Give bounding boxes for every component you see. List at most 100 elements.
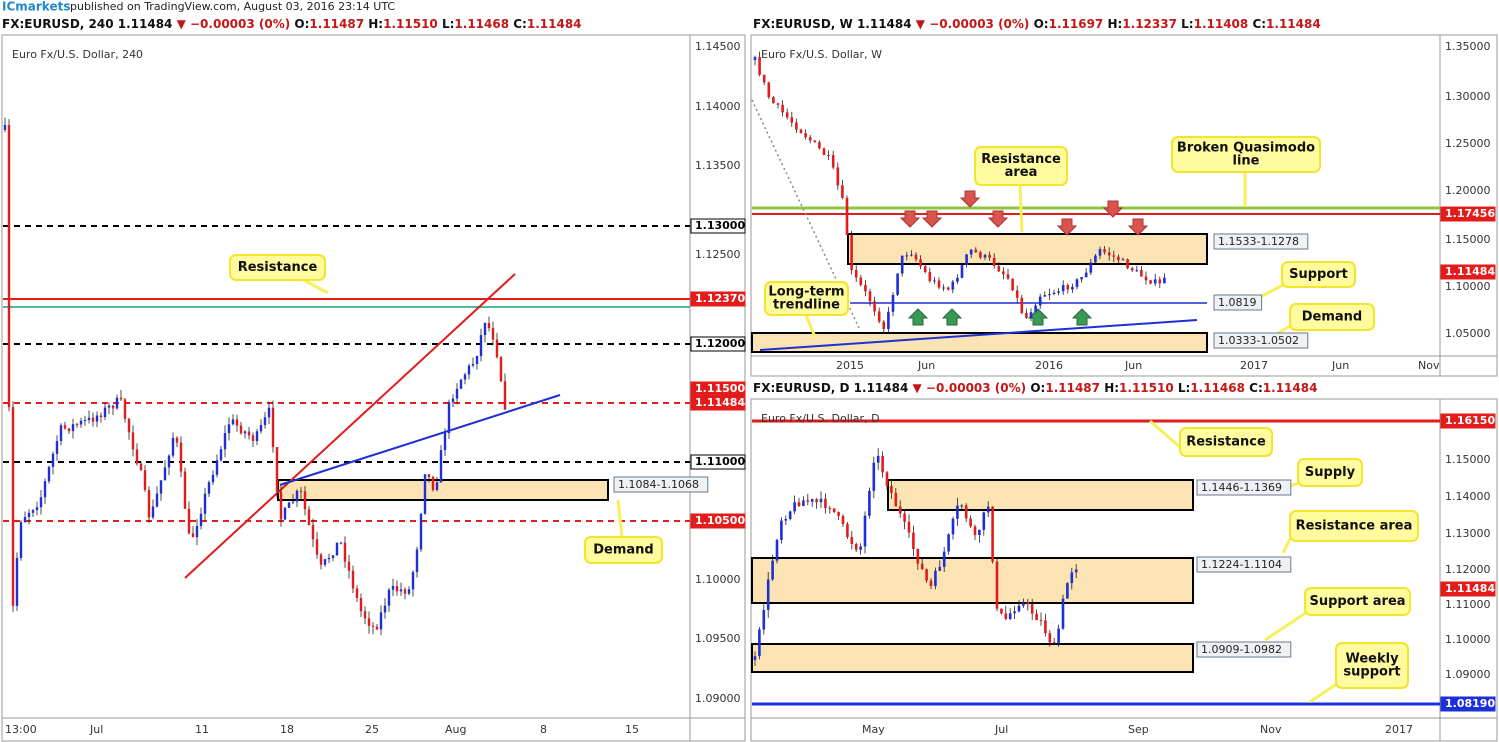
candle-body xyxy=(203,493,207,514)
price-label: 1.30000 xyxy=(1445,90,1491,103)
candle-body xyxy=(979,252,982,258)
candle-body xyxy=(155,493,159,507)
candle-body xyxy=(813,140,817,143)
arrow-up xyxy=(1071,308,1093,326)
price-label: 1.14000 xyxy=(1445,490,1491,503)
candle-body xyxy=(1130,268,1134,271)
candle-body xyxy=(863,515,867,547)
candle-body xyxy=(877,311,881,322)
zone-label: 1.1224-1.1104 xyxy=(1201,558,1282,571)
candle-body xyxy=(215,460,219,475)
candle-body xyxy=(946,287,950,290)
ohlc-label: H: xyxy=(1104,381,1119,395)
candle-body xyxy=(127,418,131,433)
candle-body xyxy=(832,508,836,513)
candle-body xyxy=(810,499,814,502)
time-label: Jun xyxy=(917,359,935,372)
zone-label-box xyxy=(1196,641,1292,658)
candle-body xyxy=(872,462,876,491)
change: ▼ −0.00003 (0%) xyxy=(177,17,291,31)
candle-body xyxy=(818,142,821,149)
zone-label-box xyxy=(1213,233,1309,250)
candle-body xyxy=(938,566,942,571)
candle-body xyxy=(95,415,99,422)
candle-body xyxy=(363,611,367,619)
annotation: Resistance xyxy=(1186,435,1266,450)
candle-body xyxy=(767,82,771,98)
candle-body xyxy=(1013,611,1016,614)
zone-label-box xyxy=(1213,294,1263,311)
candle-body xyxy=(1052,642,1056,644)
candle-body xyxy=(828,508,832,510)
candle-body xyxy=(367,618,371,626)
candle-body xyxy=(283,507,287,520)
candle-body xyxy=(1158,279,1162,284)
candle-body xyxy=(766,579,770,610)
candle-body xyxy=(359,597,363,612)
candle-body xyxy=(11,407,15,606)
candle-body xyxy=(1057,291,1060,293)
candle-body xyxy=(951,518,955,535)
candle-body xyxy=(411,572,415,590)
candle-body xyxy=(864,284,867,292)
candle-body xyxy=(960,264,964,278)
candle-body xyxy=(914,254,918,260)
candle-body xyxy=(323,559,327,565)
candle-body xyxy=(471,363,475,366)
candle-body xyxy=(443,433,447,451)
candle-body xyxy=(147,490,151,518)
annotation: line xyxy=(1233,154,1260,169)
price-label: 1.20000 xyxy=(1445,184,1491,197)
candle-body xyxy=(965,254,968,265)
price-label: 1.05000 xyxy=(1445,327,1491,340)
symbol: FX:EURUSD, D xyxy=(753,381,850,395)
candle-body xyxy=(267,407,271,418)
candle-body xyxy=(982,512,986,530)
candle-body xyxy=(929,580,933,587)
candle-body xyxy=(771,560,774,580)
candle-body xyxy=(795,122,798,130)
candle-body xyxy=(859,546,862,550)
candle-body xyxy=(837,512,840,516)
annotation-box xyxy=(1289,303,1375,331)
candle-body xyxy=(925,569,928,581)
price-label: 1.13000 xyxy=(695,219,745,232)
candle-body xyxy=(447,402,451,434)
candle-body xyxy=(831,155,835,168)
zone-label: 1.0819 xyxy=(1218,296,1257,309)
candle-body xyxy=(1074,569,1078,573)
candle-body xyxy=(207,482,211,494)
ohlc-value: 1.12337 xyxy=(1122,17,1177,31)
candle-body xyxy=(772,97,775,104)
candle-body xyxy=(23,517,27,523)
candle-body xyxy=(964,505,968,519)
annotation-box xyxy=(1289,510,1419,542)
candle-body xyxy=(235,419,239,426)
candle-body xyxy=(243,431,247,434)
candle-body xyxy=(1089,262,1093,273)
candle-body xyxy=(247,431,251,436)
candle-body xyxy=(969,249,973,255)
candle-body xyxy=(808,137,812,141)
annotation: support xyxy=(1343,665,1400,680)
candle-body xyxy=(1020,297,1024,314)
candle-body xyxy=(311,524,315,540)
chart-title: Euro Fx/U.S. Dollar, W xyxy=(761,48,882,61)
candle-body xyxy=(802,500,805,506)
arrow-up xyxy=(941,308,963,326)
candle-body xyxy=(804,133,807,138)
annotation: Broken Quasimodo xyxy=(1177,141,1315,156)
price-label-box xyxy=(690,218,746,234)
candle-body xyxy=(451,398,455,403)
price-label: 1.35000 xyxy=(1445,40,1491,53)
candle-body xyxy=(956,277,959,282)
candle-body xyxy=(785,112,789,118)
candle-body xyxy=(995,561,999,609)
annotation-box xyxy=(1335,642,1409,689)
zone-label-box xyxy=(1213,332,1309,349)
price-label-box xyxy=(1440,206,1496,222)
candle-body xyxy=(279,491,283,520)
candle-body xyxy=(503,381,507,410)
ohlc-label: O: xyxy=(1034,17,1049,31)
candle-body xyxy=(39,497,43,508)
